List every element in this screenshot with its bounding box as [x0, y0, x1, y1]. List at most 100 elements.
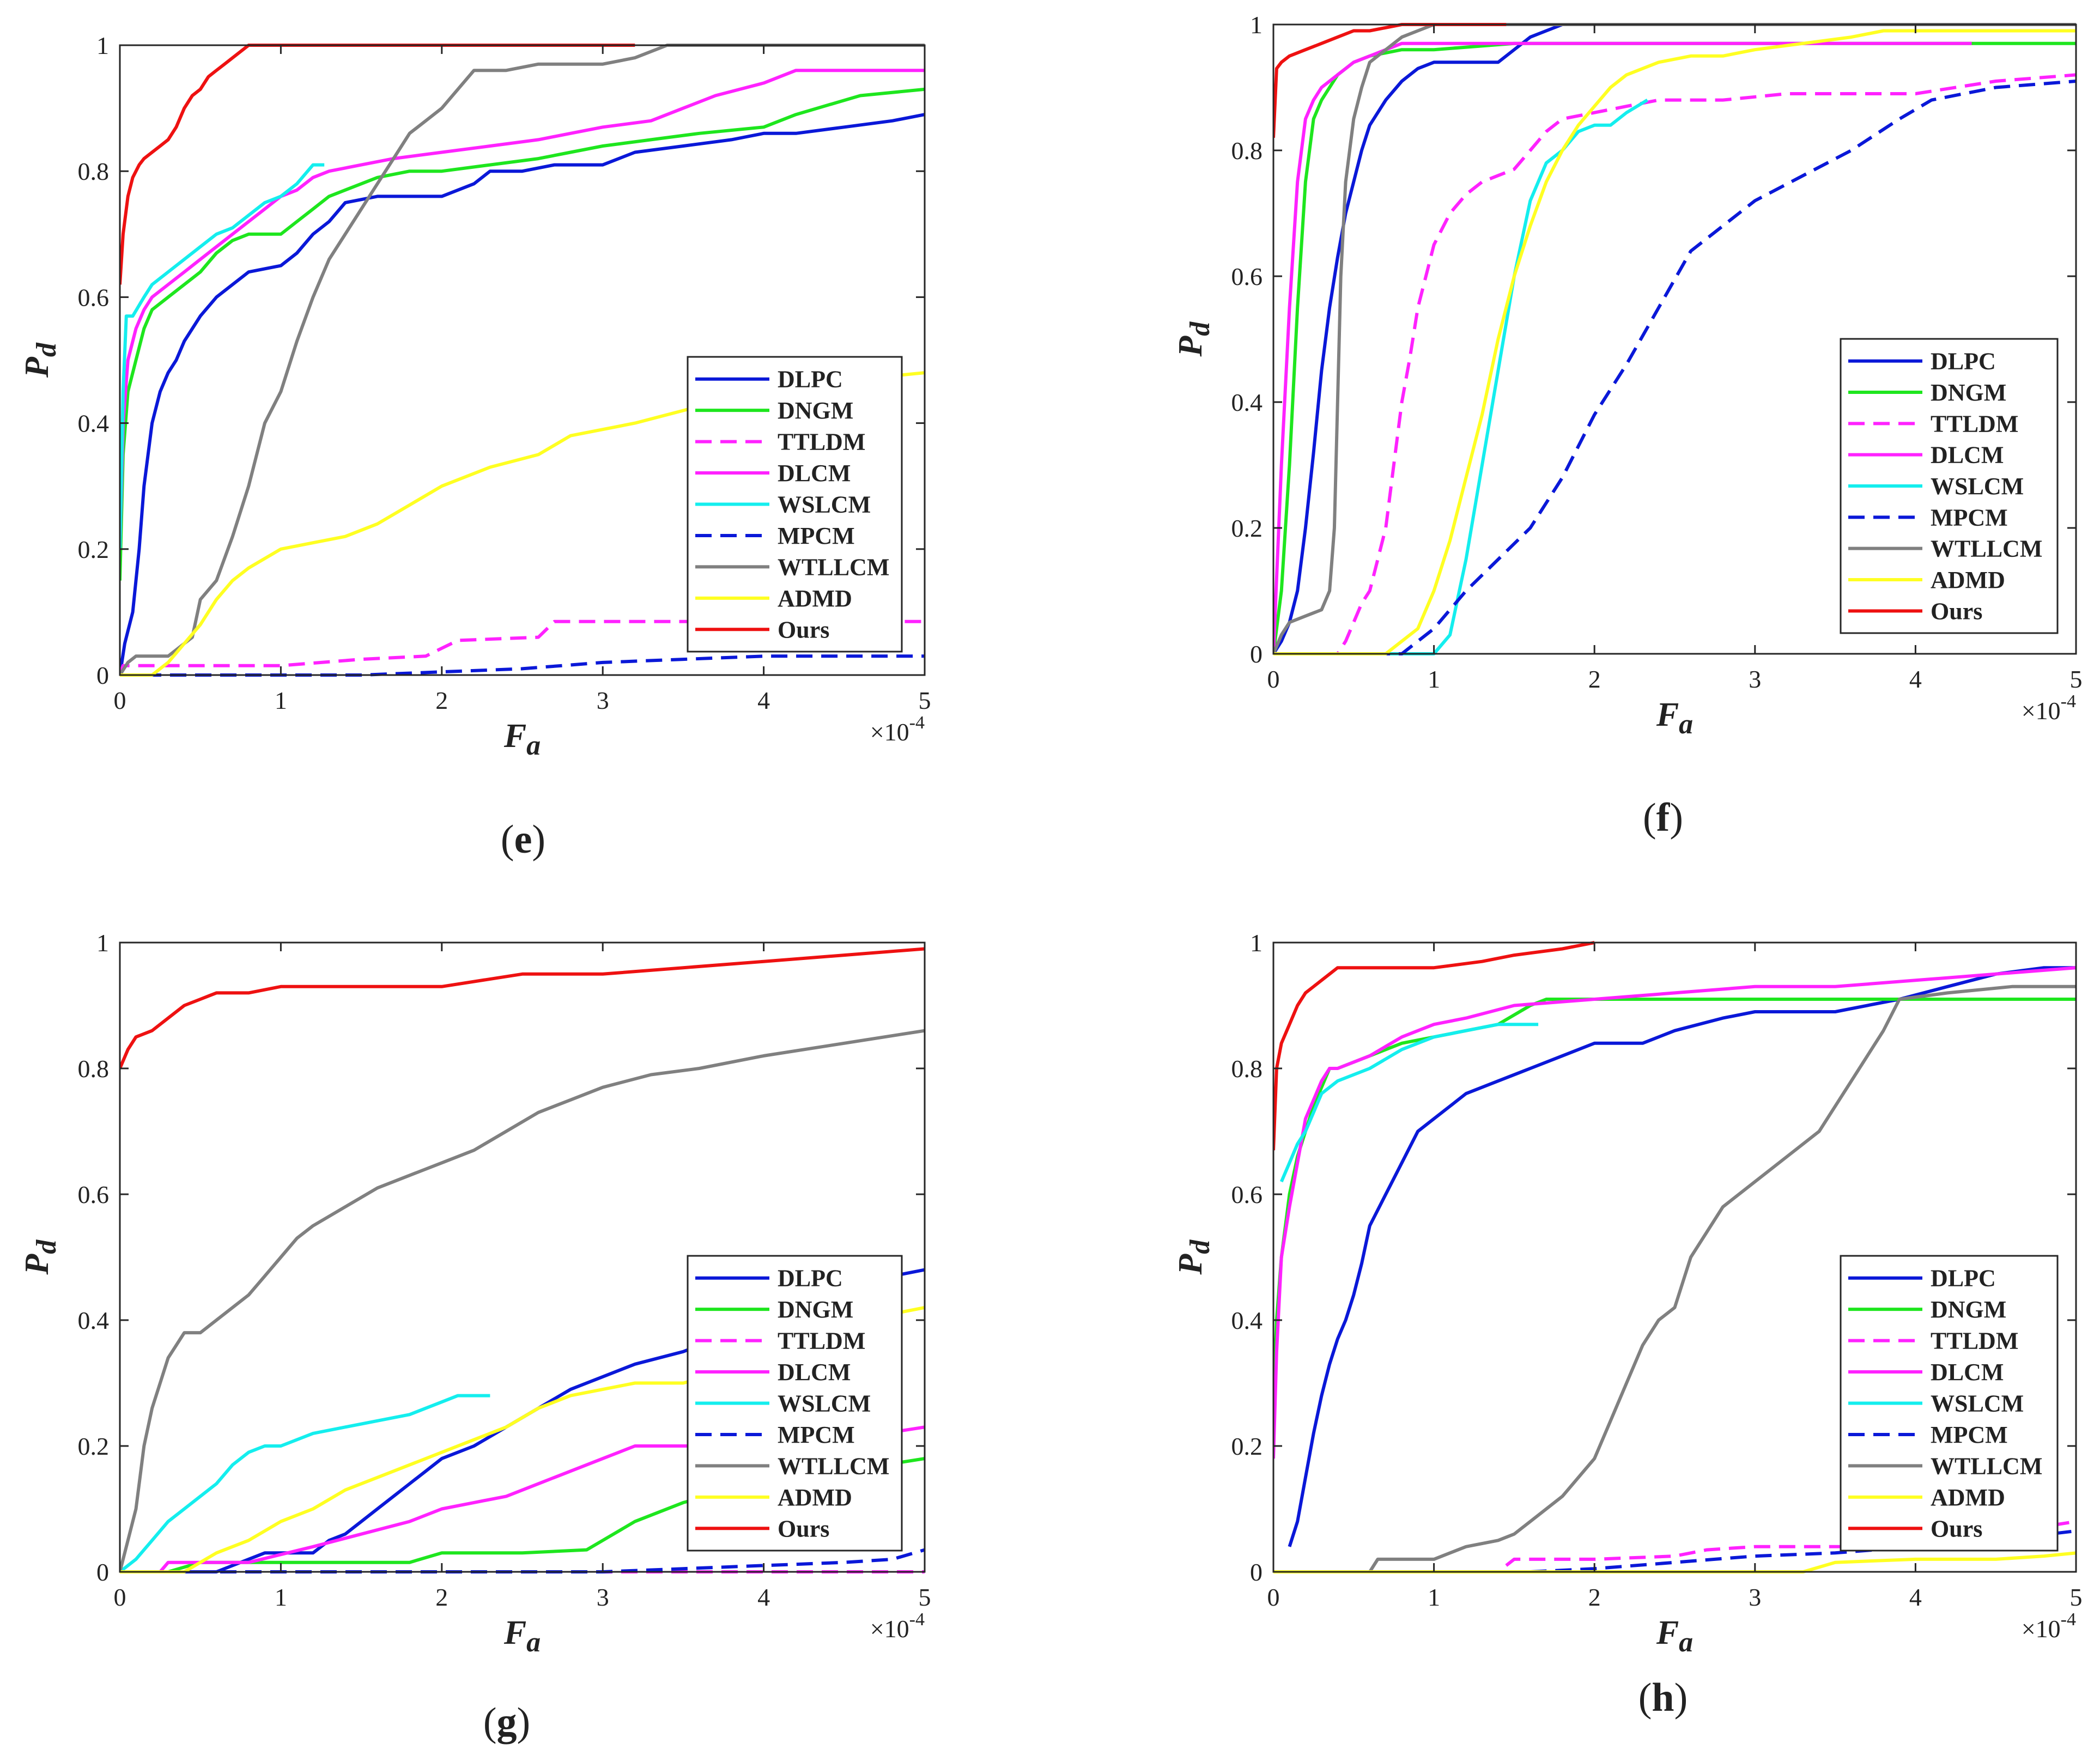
- legend-entry-dngm: DNGM: [1931, 1296, 2006, 1323]
- panel-h: 0 1 2 3 4 5 0 0.2 0.4 0.6 0.8 1 Fa Pd ×10-4 DLPC DNGM TTL…: [1172, 929, 2083, 1720]
- series-line-dlpc: [1288, 966, 2076, 1547]
- legend-entry-mpcm: MPCM: [1931, 504, 2008, 531]
- panel-label-g: (g): [483, 1700, 530, 1745]
- x-tick-label: 4: [757, 1583, 770, 1611]
- x-axis-label: Fa: [503, 718, 541, 761]
- legend-entry-ours: Ours: [1931, 1515, 1982, 1542]
- y-tick-label: 0: [1250, 1558, 1263, 1586]
- y-tick-label: 1: [96, 929, 109, 957]
- legend-entry-ttldm: TTLDM: [778, 429, 865, 455]
- legend-entry-wslcm: WSLCM: [1931, 1390, 2024, 1417]
- series-line-wslcm: [120, 1394, 490, 1573]
- y-tick-label: 0.6: [78, 283, 110, 311]
- panel-label-h: (h): [1638, 1675, 1688, 1720]
- series-line-ours: [120, 947, 925, 1070]
- legend-entry-ours: Ours: [778, 616, 829, 643]
- legend-entry-ttldm: TTLDM: [1931, 1328, 2018, 1354]
- y-axis-label: Pd: [1172, 321, 1216, 357]
- x-tick-label: 5: [919, 686, 931, 714]
- legend: DLPC DNGM TTLDM DLCM WSLCM MPCM WTLLCM ADMD Ours: [1840, 338, 2059, 634]
- series-line-wslcm: [1273, 99, 1648, 655]
- legend-entry-admd: ADMD: [1931, 1484, 2005, 1511]
- x-tick-label: 2: [1588, 665, 1601, 693]
- series-line-ours: [1273, 941, 1595, 1151]
- y-tick-label: 0.8: [1231, 137, 1263, 165]
- series-line-wtllcm: [1273, 985, 2076, 1573]
- y-tick-label: 0.6: [1231, 263, 1263, 290]
- axes-box: [119, 44, 926, 676]
- y-tick-label: 0: [1250, 640, 1263, 668]
- legend-entry-dlpc: DLPC: [778, 366, 843, 393]
- panel-label-f: (f): [1643, 795, 1683, 840]
- series-line-mpcm: [120, 654, 925, 677]
- legend-entry-ttldm: TTLDM: [778, 1328, 865, 1354]
- axes-box: [1272, 941, 2077, 1573]
- y-tick-label: 1: [1250, 11, 1263, 39]
- legend: DLPC DNGM TTLDM DLCM WSLCM MPCM WTLLCM ADMD Ours: [687, 356, 903, 653]
- legend-entry-admd: ADMD: [778, 585, 852, 612]
- x-multiplier: ×10-4: [870, 713, 925, 746]
- axes-box: [1272, 23, 2077, 655]
- legend-entry-dlcm: DLCM: [778, 460, 851, 487]
- legend-entry-wtllcm: WTLLCM: [1931, 1453, 2042, 1479]
- legend-entry-dngm: DNGM: [778, 1296, 853, 1323]
- x-tick-label: 3: [1749, 665, 1761, 693]
- x-tick-label: 4: [1909, 1583, 1922, 1611]
- y-tick-label: 0.4: [1231, 1307, 1263, 1334]
- legend-entry-ours: Ours: [1931, 598, 1982, 624]
- x-axis-label: Fa: [1656, 696, 1693, 740]
- x-tick-label: 5: [2070, 1583, 2083, 1611]
- y-tick-label: 0.2: [78, 1432, 110, 1460]
- y-tick-label: 1: [1250, 929, 1263, 957]
- y-axis-label: Pd: [1172, 1239, 1216, 1275]
- x-axis-label: Fa: [1656, 1614, 1693, 1658]
- y-tick-label: 0.4: [78, 1307, 110, 1334]
- x-tick-label: 3: [597, 1583, 609, 1611]
- legend-entry-mpcm: MPCM: [778, 1421, 855, 1448]
- y-tick-label: 0: [96, 1558, 109, 1586]
- chart-e: 0 1 2 3 4 5 0 0.2 0.4 0.6 0.8 1 Fa Pd ×10-4 DLPC DNGM TTL…: [19, 32, 931, 761]
- legend-entry-wtllcm: WTLLCM: [778, 554, 889, 580]
- legend: DLPC DNGM TTLDM DLCM WSLCM MPCM WTLLCM ADMD Ours: [1840, 1255, 2059, 1552]
- y-tick-label: 0.8: [78, 1055, 110, 1083]
- x-tick-label: 2: [435, 1583, 448, 1611]
- series-line-admd: [1273, 29, 2076, 655]
- series-line-wslcm: [120, 163, 325, 549]
- series-line-wtllcm: [120, 44, 925, 676]
- y-tick-label: 0: [96, 661, 109, 689]
- y-tick-label: 0.2: [1231, 514, 1263, 542]
- legend-entry-admd: ADMD: [778, 1484, 852, 1511]
- series-line-ttldm: [120, 619, 925, 676]
- series-line-wtllcm: [120, 1029, 925, 1572]
- series-line-dngm: [120, 87, 925, 581]
- legend-entry-dlcm: DLCM: [1931, 1359, 2004, 1386]
- x-tick-label: 3: [1749, 1583, 1761, 1611]
- legend-entry-wtllcm: WTLLCM: [778, 1453, 889, 1479]
- legend-entry-dngm: DNGM: [778, 397, 853, 424]
- y-tick-label: 0.2: [1231, 1432, 1263, 1460]
- series-line-dlcm: [1273, 41, 1972, 654]
- legend-entry-wslcm: WSLCM: [1931, 473, 2024, 500]
- y-axis-label: Pd: [19, 1239, 62, 1275]
- legend: DLPC DNGM TTLDM DLCM WSLCM MPCM WTLLCM ADMD Ours: [687, 1255, 903, 1552]
- legend-entry-dlpc: DLPC: [778, 1265, 843, 1292]
- y-tick-label: 0.4: [1231, 388, 1263, 416]
- legend-entry-dlpc: DLPC: [1931, 1265, 1996, 1292]
- x-multiplier: ×10-4: [2022, 1609, 2076, 1643]
- chart-f: 0 1 2 3 4 5 0 0.2 0.4 0.6 0.8 1 Fa Pd ×10-4 DLPC DNGM TTL…: [1172, 11, 2083, 740]
- chart-h: 0 1 2 3 4 5 0 0.2 0.4 0.6 0.8 1 Fa Pd ×10-4 DLPC DNGM TTL…: [1172, 929, 2083, 1658]
- x-tick-label: 4: [1909, 665, 1922, 693]
- legend-box: [1840, 338, 2059, 634]
- x-tick-label: 0: [114, 1583, 126, 1611]
- y-tick-label: 0.6: [1231, 1181, 1263, 1208]
- x-tick-label: 1: [1428, 665, 1440, 693]
- x-axis-label: Fa: [503, 1614, 541, 1658]
- legend-entry-ours: Ours: [778, 1515, 829, 1542]
- y-tick-label: 0.8: [1231, 1055, 1263, 1083]
- x-tick-label: 1: [1428, 1583, 1440, 1611]
- panel-f: 0 1 2 3 4 5 0 0.2 0.4 0.6 0.8 1 Fa Pd ×10-4 DLPC DNGM TTL…: [1172, 11, 2083, 840]
- x-tick-label: 0: [1267, 1583, 1280, 1611]
- series-line-dlcm: [1273, 966, 2076, 1459]
- x-tick-label: 1: [275, 1583, 287, 1611]
